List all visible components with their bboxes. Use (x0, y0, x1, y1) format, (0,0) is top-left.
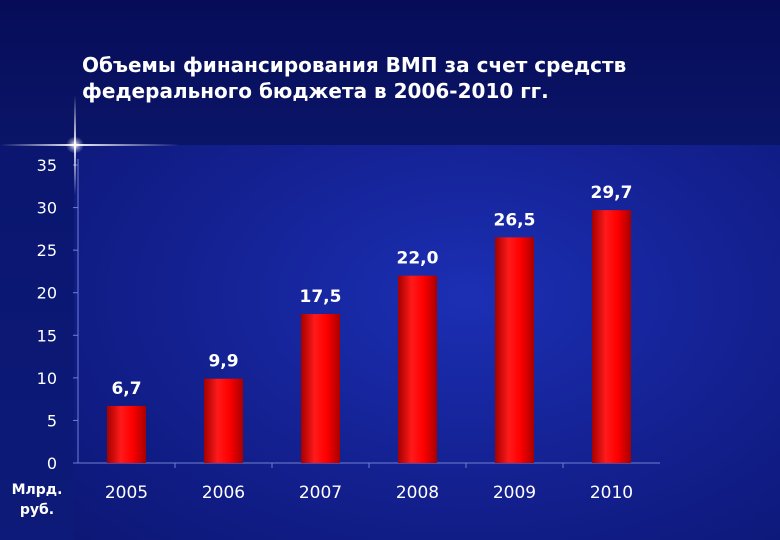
y-tick-label: 20 (37, 284, 57, 303)
y-tick-label: 10 (37, 369, 57, 388)
bar (204, 378, 243, 463)
y-tick-label: 25 (37, 241, 57, 260)
bar-value-label: 17,5 (300, 287, 342, 307)
x-tick-label: 2005 (105, 483, 148, 503)
light-flare-horizontal (0, 144, 180, 146)
y-tick-label: 0 (47, 454, 57, 473)
y-axis-unit-label: Млрд. руб. (11, 482, 63, 518)
y-tick-label: 35 (37, 156, 57, 175)
light-flare-core (66, 137, 84, 153)
bar (592, 210, 631, 463)
header-band (0, 0, 780, 145)
bar-value-label: 9,9 (208, 352, 238, 372)
y-tick-label: 30 (37, 199, 57, 218)
y-tick-label: 15 (37, 326, 57, 345)
bar (495, 237, 534, 463)
axis-band (0, 145, 74, 540)
x-tick-label: 2006 (202, 483, 245, 503)
bar-value-label: 6,7 (111, 379, 141, 399)
x-tick-label: 2010 (590, 483, 633, 503)
chart-title: Объемы финансирования ВМП за счет средст… (82, 53, 627, 103)
bar-value-label: 26,5 (494, 210, 536, 230)
x-tick-label: 2008 (396, 483, 439, 503)
bar-value-label: 22,0 (397, 249, 439, 269)
bar-value-label: 29,7 (591, 183, 633, 203)
x-tick-label: 2007 (299, 483, 342, 503)
x-tick-label: 2009 (493, 483, 536, 503)
bar (107, 405, 146, 463)
bar (301, 314, 340, 463)
y-tick-label: 5 (47, 411, 57, 430)
bar (398, 275, 437, 463)
